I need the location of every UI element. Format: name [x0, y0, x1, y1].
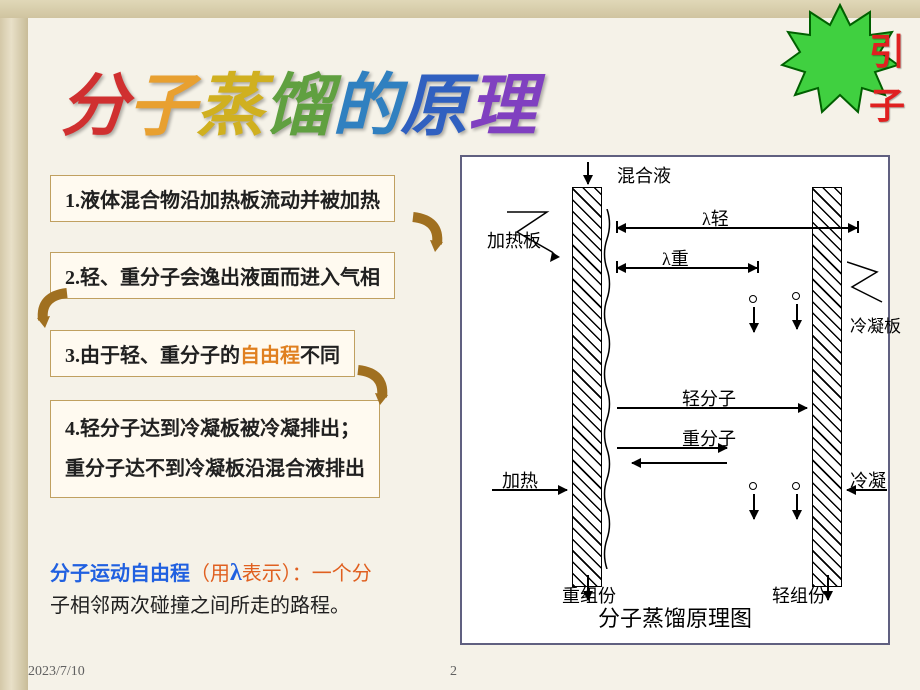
- arrow-down: [753, 307, 755, 332]
- label-lambda-heavy: λ重: [662, 245, 689, 271]
- tick: [757, 261, 759, 273]
- step-1: 1.液体混合物沿加热板流动并被加热: [50, 175, 395, 222]
- term-paren-b: 表示）：一个分: [242, 563, 372, 585]
- title-char: 子: [128, 50, 196, 149]
- label-mix: 混合液: [617, 162, 671, 188]
- corner-char-1: 引: [869, 25, 905, 79]
- step-2: 2.轻、重分子会逸出液面而进入气相: [50, 252, 395, 299]
- footer-date: 2023/7/10: [28, 664, 85, 680]
- marble-border-left: [0, 0, 28, 690]
- step3-b: 不同: [300, 345, 340, 367]
- wavy-line: [602, 209, 612, 569]
- arrow-down: [796, 304, 798, 329]
- arrow-down: [753, 494, 755, 519]
- label-heavy-mol: 重分子: [682, 425, 736, 451]
- step-4: 4.轻分子达到冷凝板被冷凝排出； 重分子达不到冷凝板沿混合液排出: [50, 400, 380, 498]
- footer-page: 2: [450, 664, 457, 680]
- label-cond-plate: 冷凝板: [850, 312, 901, 337]
- molecule-dot: [749, 482, 757, 490]
- term: 分子运动自由程: [50, 563, 190, 585]
- title-char: 的: [332, 50, 400, 149]
- main-title: 分 子 蒸 馏 的 原 理: [60, 50, 536, 149]
- title-char: 原: [400, 50, 468, 149]
- term-paren-a: （用: [190, 563, 230, 585]
- label-lambda-light: λ轻: [702, 205, 729, 231]
- arrow-down: [587, 162, 589, 184]
- flow-arrow-icon: [350, 365, 390, 405]
- title-char: 蒸: [196, 50, 264, 149]
- step4-b: 重分子达不到冷凝板沿混合液排出: [65, 449, 365, 489]
- zigzag-cool-top: [847, 257, 895, 317]
- principle-diagram: 混合液 加热板 冷凝板 λ轻 λ重 轻分子 重分子: [460, 155, 890, 645]
- definition-text: 分子运动自由程（用λ表示）：一个分 子相邻两次碰撞之间所走的路程。: [50, 555, 372, 621]
- step3-a: 3.由于轻、重分子的: [65, 345, 240, 367]
- tick: [616, 261, 618, 273]
- title-char: 分: [60, 50, 128, 149]
- title-char: 理: [468, 50, 536, 149]
- step4-a: 4.轻分子达到冷凝板被冷凝排出；: [65, 409, 365, 449]
- corner-annotation: 引 子: [869, 25, 905, 133]
- tick: [616, 221, 618, 233]
- title-char: 馏: [264, 50, 332, 149]
- molecule-dot: [792, 292, 800, 300]
- label-light-mol: 轻分子: [682, 385, 736, 411]
- arrow-down: [827, 575, 829, 600]
- label-heat-plate: 加热板: [487, 227, 541, 253]
- lambda-light-line: [617, 227, 857, 229]
- definition-line2: 子相邻两次碰撞之间所走的路程。: [50, 595, 350, 617]
- arrow-down: [796, 494, 798, 519]
- corner-char-2: 子: [869, 79, 905, 133]
- molecule-dot: [749, 295, 757, 303]
- diagram-caption: 分子蒸馏原理图: [462, 601, 888, 633]
- label-heating: 加热: [502, 467, 538, 493]
- condenser-plate-bar: [812, 187, 842, 587]
- heating-plate-bar: [572, 187, 602, 587]
- lambda-symbol: λ: [230, 560, 242, 586]
- flow-arrow-icon: [35, 288, 75, 328]
- molecule-dot: [792, 482, 800, 490]
- tick: [857, 221, 859, 233]
- label-cooling: 冷凝: [850, 467, 886, 493]
- step3-highlight: 自由程: [240, 345, 300, 367]
- step-3: 3.由于轻、重分子的自由程不同: [50, 330, 355, 377]
- flow-arrow-icon: [405, 212, 445, 252]
- heavy-molecule-arrow-l: [632, 462, 727, 464]
